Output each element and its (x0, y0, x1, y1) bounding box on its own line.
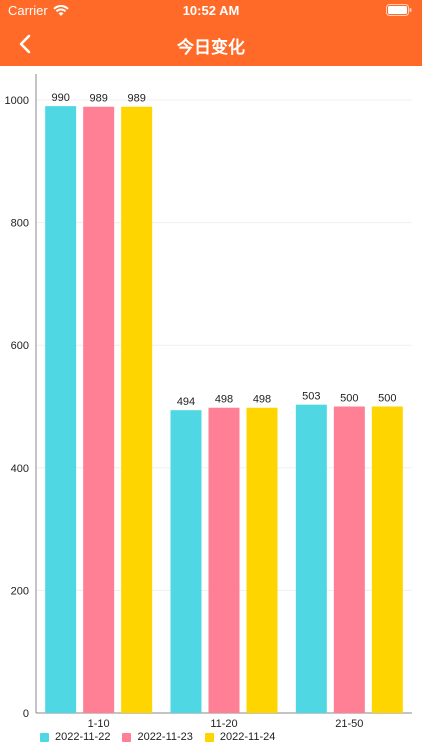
bar-value-label: 498 (215, 394, 233, 406)
nav-bar: 今日变化 (0, 22, 422, 66)
bar (45, 106, 77, 713)
bar-chart: 0 200 400 600 800 1000 990 989 989 1-10 494 498 498 1… (0, 66, 422, 750)
bar-value-label: 498 (253, 394, 271, 406)
y-tick-label: 800 (11, 218, 29, 230)
bar (246, 407, 278, 713)
status-bar: Carrier 10:52 AM (0, 0, 422, 22)
carrier-label: Carrier (8, 3, 48, 18)
clock-time: 10:52 AM (182, 3, 240, 18)
bar (121, 106, 153, 714)
bar (295, 404, 327, 713)
legend-label: 2022-11-23 (137, 731, 193, 743)
bar-chart-svg: 0 200 400 600 800 1000 990 989 989 1-10 494 498 498 1… (5, 74, 412, 730)
chart-legend: 2022-11-22 2022-11-23 2022-11-24 (0, 728, 422, 746)
y-tick-label: 600 (11, 340, 29, 352)
wifi-icon (53, 4, 69, 16)
legend-swatch (122, 732, 132, 742)
legend-swatch (40, 732, 49, 742)
bar-value-label: 990 (51, 92, 69, 104)
page-title: 今日变化 (177, 38, 245, 58)
back-chevron-icon[interactable] (14, 32, 38, 56)
legend-label: 2022-11-24 (219, 731, 276, 743)
legend-swatch (204, 732, 214, 742)
y-tick-label: 400 (11, 463, 29, 475)
bar-value-label: 989 (89, 93, 107, 105)
legend-item: 2022-11-23 (122, 731, 193, 743)
legend-item: 2022-11-24 (204, 731, 276, 743)
y-tick-label: 1000 (5, 95, 29, 107)
carrier-group: Carrier (8, 3, 69, 18)
y-tick-label: 200 (11, 585, 29, 597)
x-tick-label: 1-10 (88, 718, 110, 730)
bar (83, 106, 115, 714)
bar-value-label: 989 (127, 93, 145, 105)
x-tick-label: 21-50 (335, 718, 363, 730)
battery-icon (386, 4, 412, 16)
legend-item: 2022-11-22 (40, 731, 110, 743)
bar (371, 406, 403, 713)
bar (170, 410, 202, 713)
legend-label: 2022-11-22 (55, 731, 111, 743)
bar (333, 406, 365, 713)
bar-value-label: 500 (378, 393, 396, 405)
bar-value-label: 503 (302, 391, 320, 403)
bar-value-label: 500 (340, 393, 358, 405)
y-tick-label: 0 (23, 708, 29, 720)
bar (208, 407, 240, 713)
x-tick-label: 11-20 (210, 718, 237, 730)
bar-value-label: 494 (177, 396, 195, 408)
